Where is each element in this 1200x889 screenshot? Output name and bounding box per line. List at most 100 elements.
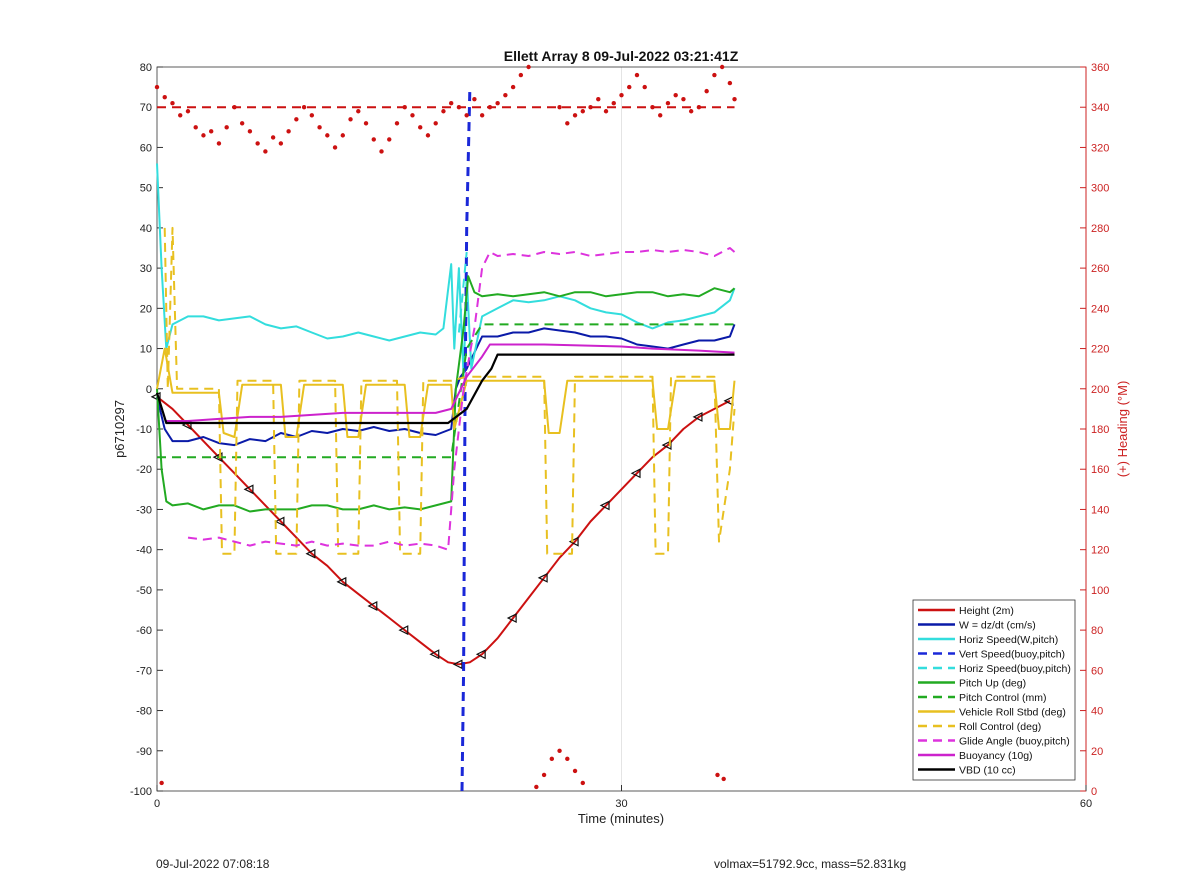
- y-tick-label-3: -70: [136, 665, 152, 677]
- heading-point-2: [170, 101, 175, 106]
- y2-axis-label: (+) Heading (°M): [1115, 381, 1130, 478]
- y2-tick-label-16: 320: [1091, 142, 1109, 154]
- series-heading: [154, 64, 737, 790]
- height-marker-36: [692, 411, 703, 422]
- series-buoy: [164, 343, 735, 422]
- heading-point-14: [263, 149, 268, 154]
- heading-point-66: [688, 109, 694, 114]
- heading-point-22: [325, 133, 330, 138]
- series-roll_ctrl: [163, 226, 736, 555]
- y-tick-label-1: -90: [136, 746, 152, 758]
- y2-tick-label-0: 0: [1091, 786, 1097, 798]
- heading-point-65: [681, 96, 686, 102]
- heading-point-9: [224, 125, 229, 130]
- heading-point-57: [619, 92, 624, 98]
- height-marker-0: [150, 391, 161, 402]
- height-marker-28: [568, 536, 579, 547]
- heading-point-64: [673, 92, 678, 98]
- series-height: [156, 396, 731, 666]
- y-tick-label-15: 50: [140, 183, 152, 195]
- y-tick-label-12: 20: [140, 303, 152, 315]
- heading-point-26: [356, 109, 361, 114]
- heading-point-35: [425, 133, 431, 138]
- y2-tick-label-8: 160: [1091, 464, 1109, 476]
- footer-vehicle-info: volmax=51792.9cc, mass=52.831kg: [714, 857, 907, 871]
- legend-label-height: Height (2m): [959, 605, 1014, 617]
- heading-point-78: [565, 756, 570, 762]
- series-height-markers: [150, 391, 734, 670]
- legend-label-pitch_ctrl: Pitch Control (mm): [959, 692, 1047, 704]
- heading-point-18: [294, 117, 299, 122]
- heading-point-21: [317, 125, 322, 130]
- heading-point-0: [154, 84, 160, 90]
- heading-point-6: [201, 133, 206, 138]
- y-tick-label-5: -50: [136, 585, 152, 597]
- heading-point-33: [410, 113, 415, 118]
- heading-point-44: [495, 101, 500, 106]
- y2-tick-label-12: 240: [1091, 303, 1109, 315]
- height-marker-30: [599, 500, 610, 511]
- height-marker-24: [506, 613, 517, 624]
- heading-point-11: [239, 121, 245, 126]
- y2-tick-label-3: 60: [1091, 665, 1103, 677]
- heading-point-79: [572, 768, 578, 774]
- y-tick-label-7: -30: [136, 504, 152, 516]
- height-marker-22: [475, 649, 486, 660]
- heading-point-69: [712, 72, 717, 78]
- y2-tick-label-6: 120: [1091, 545, 1109, 557]
- legend-label-roll: Vehicle Roll Stbd (deg): [959, 707, 1066, 719]
- y-tick-label-13: 30: [140, 263, 152, 275]
- heading-point-17: [286, 129, 291, 134]
- x-tick-label-1: 30: [615, 798, 627, 810]
- heading-point-52: [580, 109, 585, 114]
- heading-point-23: [332, 145, 338, 150]
- heading-point-19: [301, 105, 307, 110]
- y2-tick-label-7: 140: [1091, 504, 1109, 516]
- heading-point-37: [441, 109, 446, 114]
- y-tick-label-8: -20: [136, 464, 152, 476]
- y2-tick-label-5: 100: [1091, 585, 1109, 597]
- heading-point-34: [418, 125, 423, 130]
- heading-point-73: [159, 780, 164, 786]
- series-vert_buoy: [460, 91, 472, 792]
- y-tick-label-9: -10: [136, 424, 152, 436]
- y-tick-label-0: -100: [130, 786, 152, 798]
- heading-point-30: [387, 137, 392, 142]
- heading-point-56: [611, 101, 616, 106]
- heading-point-15: [270, 135, 276, 140]
- heading-point-20: [309, 113, 315, 118]
- height-marker-8: [274, 516, 285, 527]
- heading-point-58: [627, 84, 632, 90]
- heading-point-46: [510, 84, 516, 90]
- height-marker-26: [537, 572, 548, 583]
- axes: 0 30 60-100-90-80-70-60-50-40-30-20-100102…: [130, 62, 1109, 810]
- heading-point-74: [534, 784, 539, 790]
- y2-tick-label-15: 300: [1091, 183, 1109, 195]
- y2-tick-label-18: 360: [1091, 62, 1109, 74]
- x-tick-label-0: 0: [154, 798, 160, 810]
- heading-point-60: [642, 84, 647, 90]
- footer-timestamp: 09-Jul-2022 07:08:18: [156, 857, 270, 871]
- series-horiz_buoy: [457, 251, 468, 333]
- y-axis-label: p6710297: [112, 400, 127, 458]
- y-tick-label-6: -40: [136, 545, 152, 557]
- chart-title: Ellett Array 8 09-Jul-2022 03:21:41Z: [504, 48, 739, 64]
- y-tick-label-10: 0: [146, 384, 152, 396]
- heading-point-47: [518, 72, 524, 78]
- heading-point-70: [719, 64, 725, 70]
- y-tick-label-11: 10: [140, 344, 152, 356]
- y2-tick-label-4: 80: [1091, 625, 1103, 637]
- series-horiz: [156, 163, 736, 378]
- heading-point-4: [185, 109, 191, 114]
- heading-point-3: [178, 113, 183, 118]
- height-marker-10: [305, 548, 316, 559]
- y2-tick-label-10: 200: [1091, 384, 1109, 396]
- height-marker-14: [367, 601, 378, 611]
- y-tick-label-14: 40: [140, 223, 152, 235]
- y-tick-label-16: 60: [140, 142, 152, 154]
- heading-point-51: [572, 113, 578, 118]
- heading-point-81: [715, 772, 720, 778]
- y2-tick-label-1: 20: [1091, 746, 1103, 758]
- y2-tick-label-9: 180: [1091, 424, 1109, 436]
